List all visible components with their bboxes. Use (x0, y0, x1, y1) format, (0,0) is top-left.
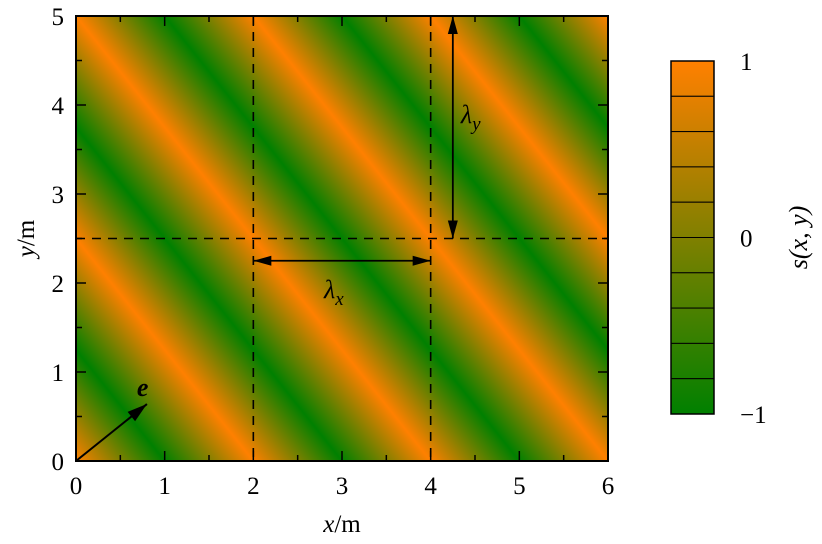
colorbar-cell (670, 237, 715, 274)
lambda-x-arrow-head-start (253, 255, 272, 266)
lambda-x-arrow-head-end (412, 255, 431, 266)
colorbar-tick-label: −1 (740, 402, 767, 429)
colorbar-cell (670, 272, 715, 309)
colorbar-tick-label: 0 (740, 226, 753, 253)
lambda-y-label-symbol: λ (460, 100, 472, 129)
y-axis-var: y (13, 245, 40, 260)
x-tick-label: 3 (336, 473, 349, 500)
y-tick-label: 5 (52, 4, 65, 31)
colorbar: 1 0 −1 (670, 49, 767, 429)
lambda-x-label: λx (323, 275, 344, 310)
y-tick-label: 0 (52, 449, 65, 476)
x-tick-labels: 0 1 2 3 4 5 6 (70, 473, 615, 500)
colorbar-cell (670, 95, 715, 133)
colorbar-frame (670, 60, 715, 415)
y-tick-label: 3 (52, 182, 65, 209)
colorbar-cell (670, 60, 715, 97)
x-axis-label: x/m (322, 511, 361, 538)
y-axis-unit: /m (13, 219, 40, 246)
y-axis-label: y/m (13, 219, 40, 260)
x-axis-unit: /m (334, 511, 361, 538)
dashed-guides (76, 16, 608, 461)
colorbar-cell (670, 378, 715, 415)
x-tick-label: 2 (247, 473, 260, 500)
lambda-y-arrow-head-start (447, 16, 458, 34)
x-tick-label: 0 (70, 473, 83, 500)
x-tick-label: 5 (513, 473, 526, 500)
y-tick-label: 2 (52, 271, 65, 298)
e-vector-label: e (137, 373, 149, 402)
e-vector-head (127, 404, 147, 422)
colorbar-cell (670, 166, 715, 203)
lambda-y-arrow-head-end (447, 220, 458, 239)
x-tick-label: 1 (158, 473, 171, 500)
x-tick-label: 6 (602, 473, 615, 500)
colorbar-cell (670, 131, 715, 168)
colorbar-cell (670, 201, 715, 238)
lambda-y-label-sub: y (470, 114, 481, 135)
y-tick-labels: 0 1 2 3 4 5 (52, 4, 65, 476)
lambda-x-label-sub: x (334, 289, 344, 310)
y-tick-label: 1 (52, 360, 65, 387)
x-tick-label: 4 (424, 473, 437, 500)
x-ticks (75, 16, 609, 461)
y-tick-label: 4 (52, 93, 65, 120)
x-axis-var: x (322, 511, 334, 538)
colorbar-cell (670, 342, 715, 380)
colorbar-label: s(x, y) (784, 206, 813, 270)
lambda-x-label-symbol: λ (323, 275, 335, 304)
y-ticks (76, 15, 608, 462)
lambda-y-label: λy (460, 100, 481, 135)
colorbar-tick-label: 1 (740, 49, 753, 76)
colorbar-cell (670, 307, 715, 344)
